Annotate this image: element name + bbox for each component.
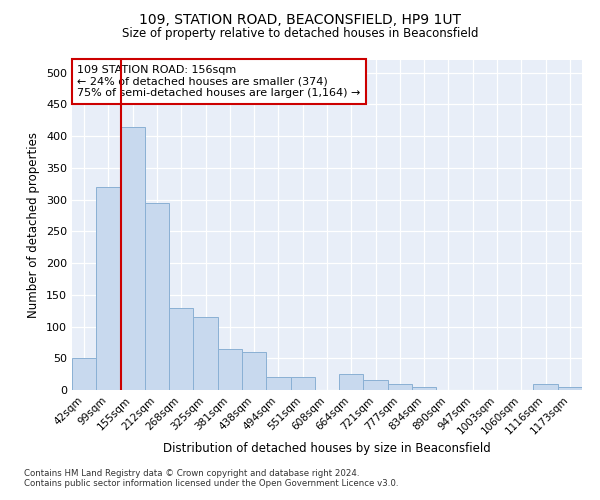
- Bar: [364, 380, 388, 390]
- Text: 109, STATION ROAD, BEACONSFIELD, HP9 1UT: 109, STATION ROAD, BEACONSFIELD, HP9 1UT: [139, 12, 461, 26]
- Bar: [266, 378, 290, 390]
- X-axis label: Distribution of detached houses by size in Beaconsfield: Distribution of detached houses by size …: [163, 442, 491, 455]
- Text: 109 STATION ROAD: 156sqm
← 24% of detached houses are smaller (374)
75% of semi-: 109 STATION ROAD: 156sqm ← 24% of detach…: [77, 65, 361, 98]
- Text: Contains public sector information licensed under the Open Government Licence v3: Contains public sector information licen…: [24, 478, 398, 488]
- Bar: [121, 126, 145, 390]
- Bar: [290, 378, 315, 390]
- Bar: [193, 317, 218, 390]
- Bar: [339, 374, 364, 390]
- Bar: [96, 187, 121, 390]
- Bar: [242, 352, 266, 390]
- Text: Contains HM Land Registry data © Crown copyright and database right 2024.: Contains HM Land Registry data © Crown c…: [24, 468, 359, 477]
- Bar: [72, 358, 96, 390]
- Bar: [558, 387, 582, 390]
- Text: Size of property relative to detached houses in Beaconsfield: Size of property relative to detached ho…: [122, 28, 478, 40]
- Bar: [533, 384, 558, 390]
- Bar: [169, 308, 193, 390]
- Bar: [412, 387, 436, 390]
- Bar: [218, 349, 242, 390]
- Y-axis label: Number of detached properties: Number of detached properties: [28, 132, 40, 318]
- Bar: [145, 203, 169, 390]
- Bar: [388, 384, 412, 390]
